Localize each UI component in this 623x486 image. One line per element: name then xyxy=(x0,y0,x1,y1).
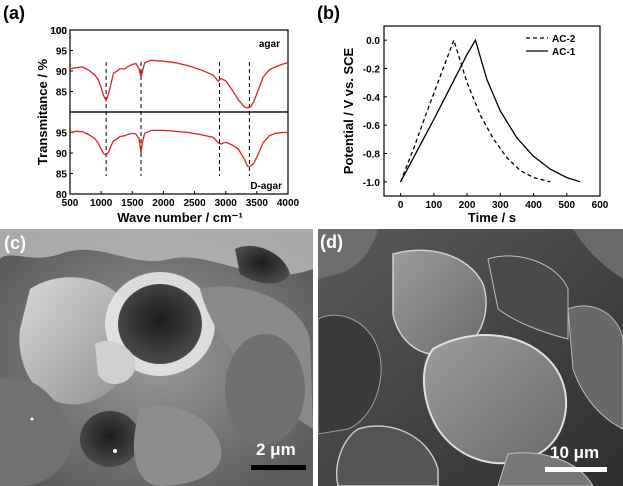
series-agar-label: agar xyxy=(259,39,280,50)
sem-image-d: (d) 10 μm xyxy=(318,229,623,486)
scalebar-d xyxy=(545,467,607,472)
panel-a-label: (a) xyxy=(3,3,25,23)
x-tick-label: 400 xyxy=(525,200,542,211)
plot-frame-top xyxy=(69,29,289,113)
x-axis-label: Time / s xyxy=(468,210,516,225)
gcd-chart: 0 100 200 300 400 500 600 -1.0 -0.8 -0.6 -0.4 -0.2 0… xyxy=(341,25,609,225)
x-tick-label: 4000 xyxy=(277,198,300,209)
x-tick-label: 500 xyxy=(558,200,575,211)
panel-b: (b) 0 100 200 300 400 500 600 -1.0 -0.8 -0.6 -0.4 -… xyxy=(310,0,623,228)
x-axis-label: Wave number / cm⁻¹ xyxy=(117,210,243,225)
y-tick-label: -0.2 xyxy=(363,65,381,76)
sem-image-c: (c) 2 μm xyxy=(0,229,313,486)
series-d-agar-label: D-agar xyxy=(250,181,282,192)
y-axis-label: Transmitance / % xyxy=(35,58,50,165)
panel-b-label: (b) xyxy=(317,3,340,23)
x-tick-label: 200 xyxy=(459,200,476,211)
sem-texture-d xyxy=(318,229,623,486)
series-agar-line xyxy=(69,59,289,109)
panel-a: (a) 85 90 95 100 80 85 90 95 100 500 1000 1500 2000 2… xyxy=(0,0,300,228)
y-tick-label-top: 95 xyxy=(56,47,68,58)
y-tick-label: 0.0 xyxy=(366,36,380,47)
series-ac-2-line xyxy=(399,38,551,183)
y-tick-label-top: 90 xyxy=(56,67,68,78)
x-tick-label: 3500 xyxy=(246,198,269,209)
x-tick-label: 2500 xyxy=(183,198,206,209)
x-tick-label: 600 xyxy=(592,200,609,211)
x-tick-label: 2000 xyxy=(152,198,175,209)
x-tick-label: 500 xyxy=(62,198,79,209)
x-tick-label: 1500 xyxy=(121,198,144,209)
plot-frame xyxy=(383,25,601,197)
scalebar-d-label: 10 μm xyxy=(550,443,600,462)
series-d-agar-line xyxy=(69,129,288,167)
scalebar-c xyxy=(251,465,306,470)
y-tick-label-bottom: 95 xyxy=(56,129,68,140)
y-tick-label-top: 100 xyxy=(50,26,67,37)
sem-texture-c xyxy=(0,229,313,486)
y-tick-label-top: 85 xyxy=(56,88,68,99)
x-tick-label: 0 xyxy=(398,200,404,211)
y-tick-label: -0.6 xyxy=(363,121,381,132)
x-tick-label: 1000 xyxy=(90,198,113,209)
legend-label-ac-1: AC-1 xyxy=(552,47,576,58)
panel-d-label: (d) xyxy=(320,232,343,252)
x-tick-label: 3000 xyxy=(215,198,238,209)
x-tick-label: 100 xyxy=(426,200,443,211)
scalebar-c-label: 2 μm xyxy=(256,440,296,459)
y-tick-label: -0.4 xyxy=(363,93,381,104)
y-tick-label: -1.0 xyxy=(363,178,381,189)
panel-c-label: (c) xyxy=(4,233,26,253)
y-tick-label-bottom: 80 xyxy=(56,190,68,201)
y-axis-label: Potential / V vs. SCE xyxy=(341,47,356,174)
y-tick-label-bottom: 90 xyxy=(56,149,68,160)
y-tick-label-bottom: 85 xyxy=(56,170,68,181)
series-ac-1-line xyxy=(400,38,581,183)
legend-label-ac-2: AC-2 xyxy=(552,34,576,45)
y-tick-label-top-max: 100 xyxy=(50,26,67,37)
y-tick-label: -0.8 xyxy=(363,150,381,161)
x-tick-label: 300 xyxy=(492,200,509,211)
